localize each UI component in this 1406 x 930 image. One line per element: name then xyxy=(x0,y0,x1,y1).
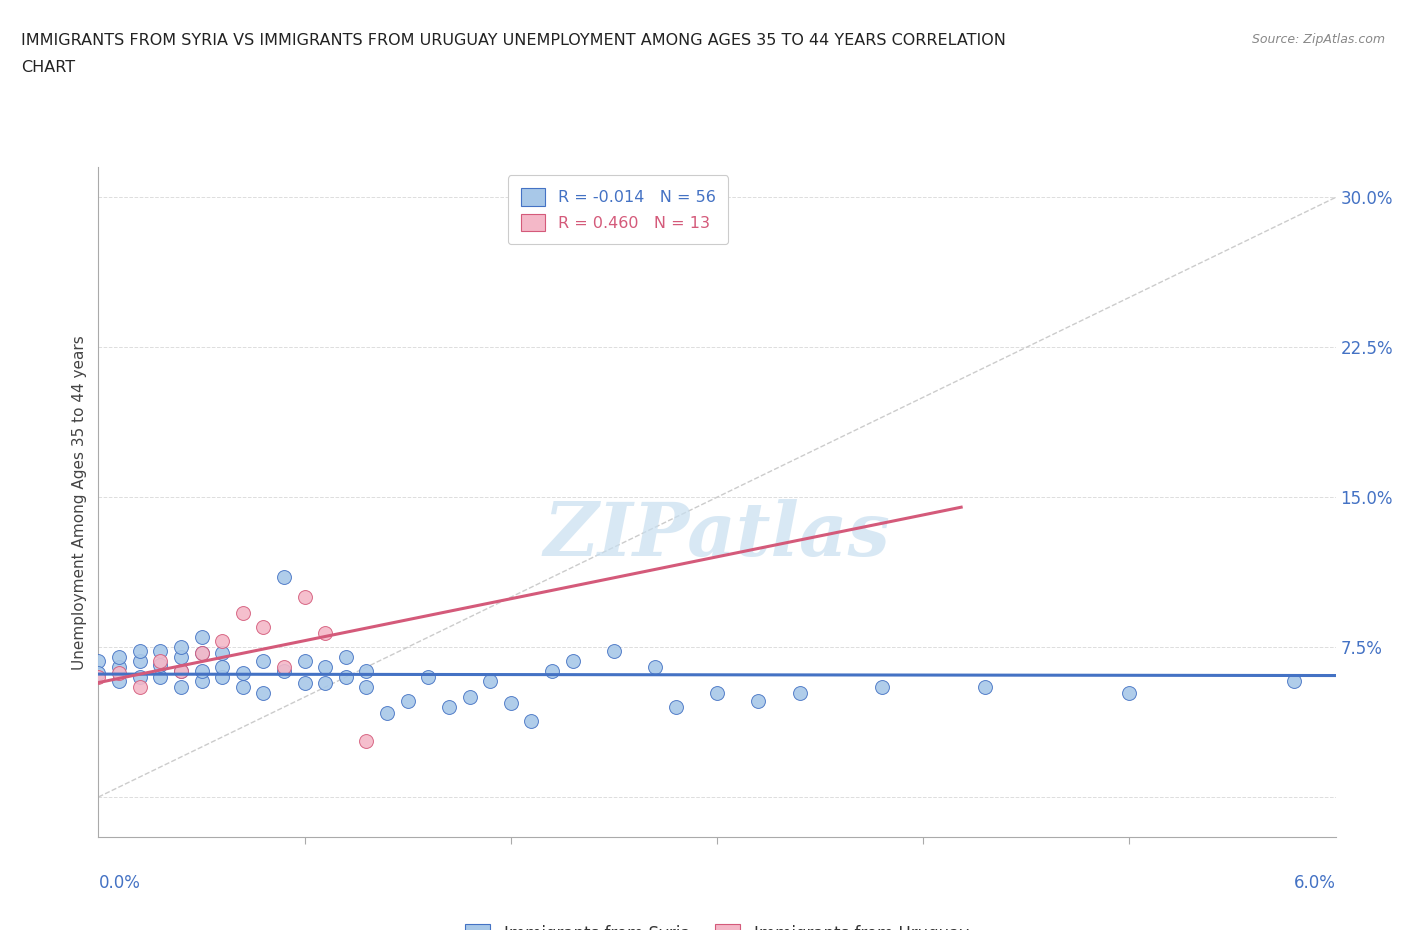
Point xyxy=(520,713,543,728)
Point xyxy=(232,605,254,620)
Point xyxy=(706,685,728,700)
Point xyxy=(789,685,811,700)
Point xyxy=(128,670,150,684)
Text: IMMIGRANTS FROM SYRIA VS IMMIGRANTS FROM URUGUAY UNEMPLOYMENT AMONG AGES 35 TO 4: IMMIGRANTS FROM SYRIA VS IMMIGRANTS FROM… xyxy=(21,33,1005,47)
Point xyxy=(294,676,316,691)
Point xyxy=(870,680,893,695)
Point xyxy=(1118,685,1140,700)
Point xyxy=(87,654,110,669)
Point xyxy=(170,664,193,679)
Point xyxy=(1284,673,1306,688)
Point xyxy=(87,666,110,681)
Point xyxy=(170,680,193,695)
Point xyxy=(211,670,233,684)
Text: Source: ZipAtlas.com: Source: ZipAtlas.com xyxy=(1251,33,1385,46)
Point xyxy=(479,673,502,688)
Legend: Immigrants from Syria, Immigrants from Uruguay: Immigrants from Syria, Immigrants from U… xyxy=(458,917,976,930)
Point xyxy=(335,670,357,684)
Point xyxy=(273,570,295,585)
Point xyxy=(149,658,172,672)
Point xyxy=(541,664,564,679)
Point xyxy=(232,666,254,681)
Point xyxy=(644,659,666,674)
Point xyxy=(252,619,274,634)
Text: 0.0%: 0.0% xyxy=(98,874,141,892)
Point xyxy=(149,644,172,658)
Point xyxy=(87,670,110,684)
Point xyxy=(974,680,997,695)
Point xyxy=(108,650,131,665)
Point xyxy=(356,734,378,749)
Y-axis label: Unemployment Among Ages 35 to 44 years: Unemployment Among Ages 35 to 44 years xyxy=(72,335,87,670)
Point xyxy=(108,666,131,681)
Text: CHART: CHART xyxy=(21,60,75,75)
Point xyxy=(375,706,398,721)
Point xyxy=(603,644,626,658)
Point xyxy=(190,645,212,660)
Text: 6.0%: 6.0% xyxy=(1294,874,1336,892)
Point xyxy=(211,645,233,660)
Point xyxy=(128,644,150,658)
Point xyxy=(273,659,295,674)
Point xyxy=(211,633,233,648)
Point xyxy=(128,654,150,669)
Point xyxy=(314,676,336,691)
Point xyxy=(335,650,357,665)
Point xyxy=(273,664,295,679)
Point xyxy=(356,680,378,695)
Point xyxy=(314,626,336,641)
Point xyxy=(561,654,583,669)
Point xyxy=(418,670,440,684)
Point xyxy=(211,659,233,674)
Point xyxy=(108,659,131,674)
Point xyxy=(170,650,193,665)
Point xyxy=(149,670,172,684)
Point xyxy=(108,673,131,688)
Point xyxy=(294,590,316,604)
Point xyxy=(665,699,688,714)
Point xyxy=(232,680,254,695)
Point xyxy=(458,690,481,705)
Point xyxy=(190,630,212,644)
Point xyxy=(499,696,522,711)
Point xyxy=(252,685,274,700)
Point xyxy=(190,645,212,660)
Point xyxy=(128,680,150,695)
Point xyxy=(747,694,769,709)
Point xyxy=(252,654,274,669)
Point xyxy=(149,654,172,669)
Text: ZIPatlas: ZIPatlas xyxy=(544,499,890,572)
Point xyxy=(314,659,336,674)
Point xyxy=(190,664,212,679)
Point xyxy=(294,654,316,669)
Point xyxy=(190,673,212,688)
Point xyxy=(170,664,193,679)
Point xyxy=(437,699,460,714)
Point xyxy=(356,664,378,679)
Point xyxy=(396,694,419,709)
Point xyxy=(170,640,193,655)
